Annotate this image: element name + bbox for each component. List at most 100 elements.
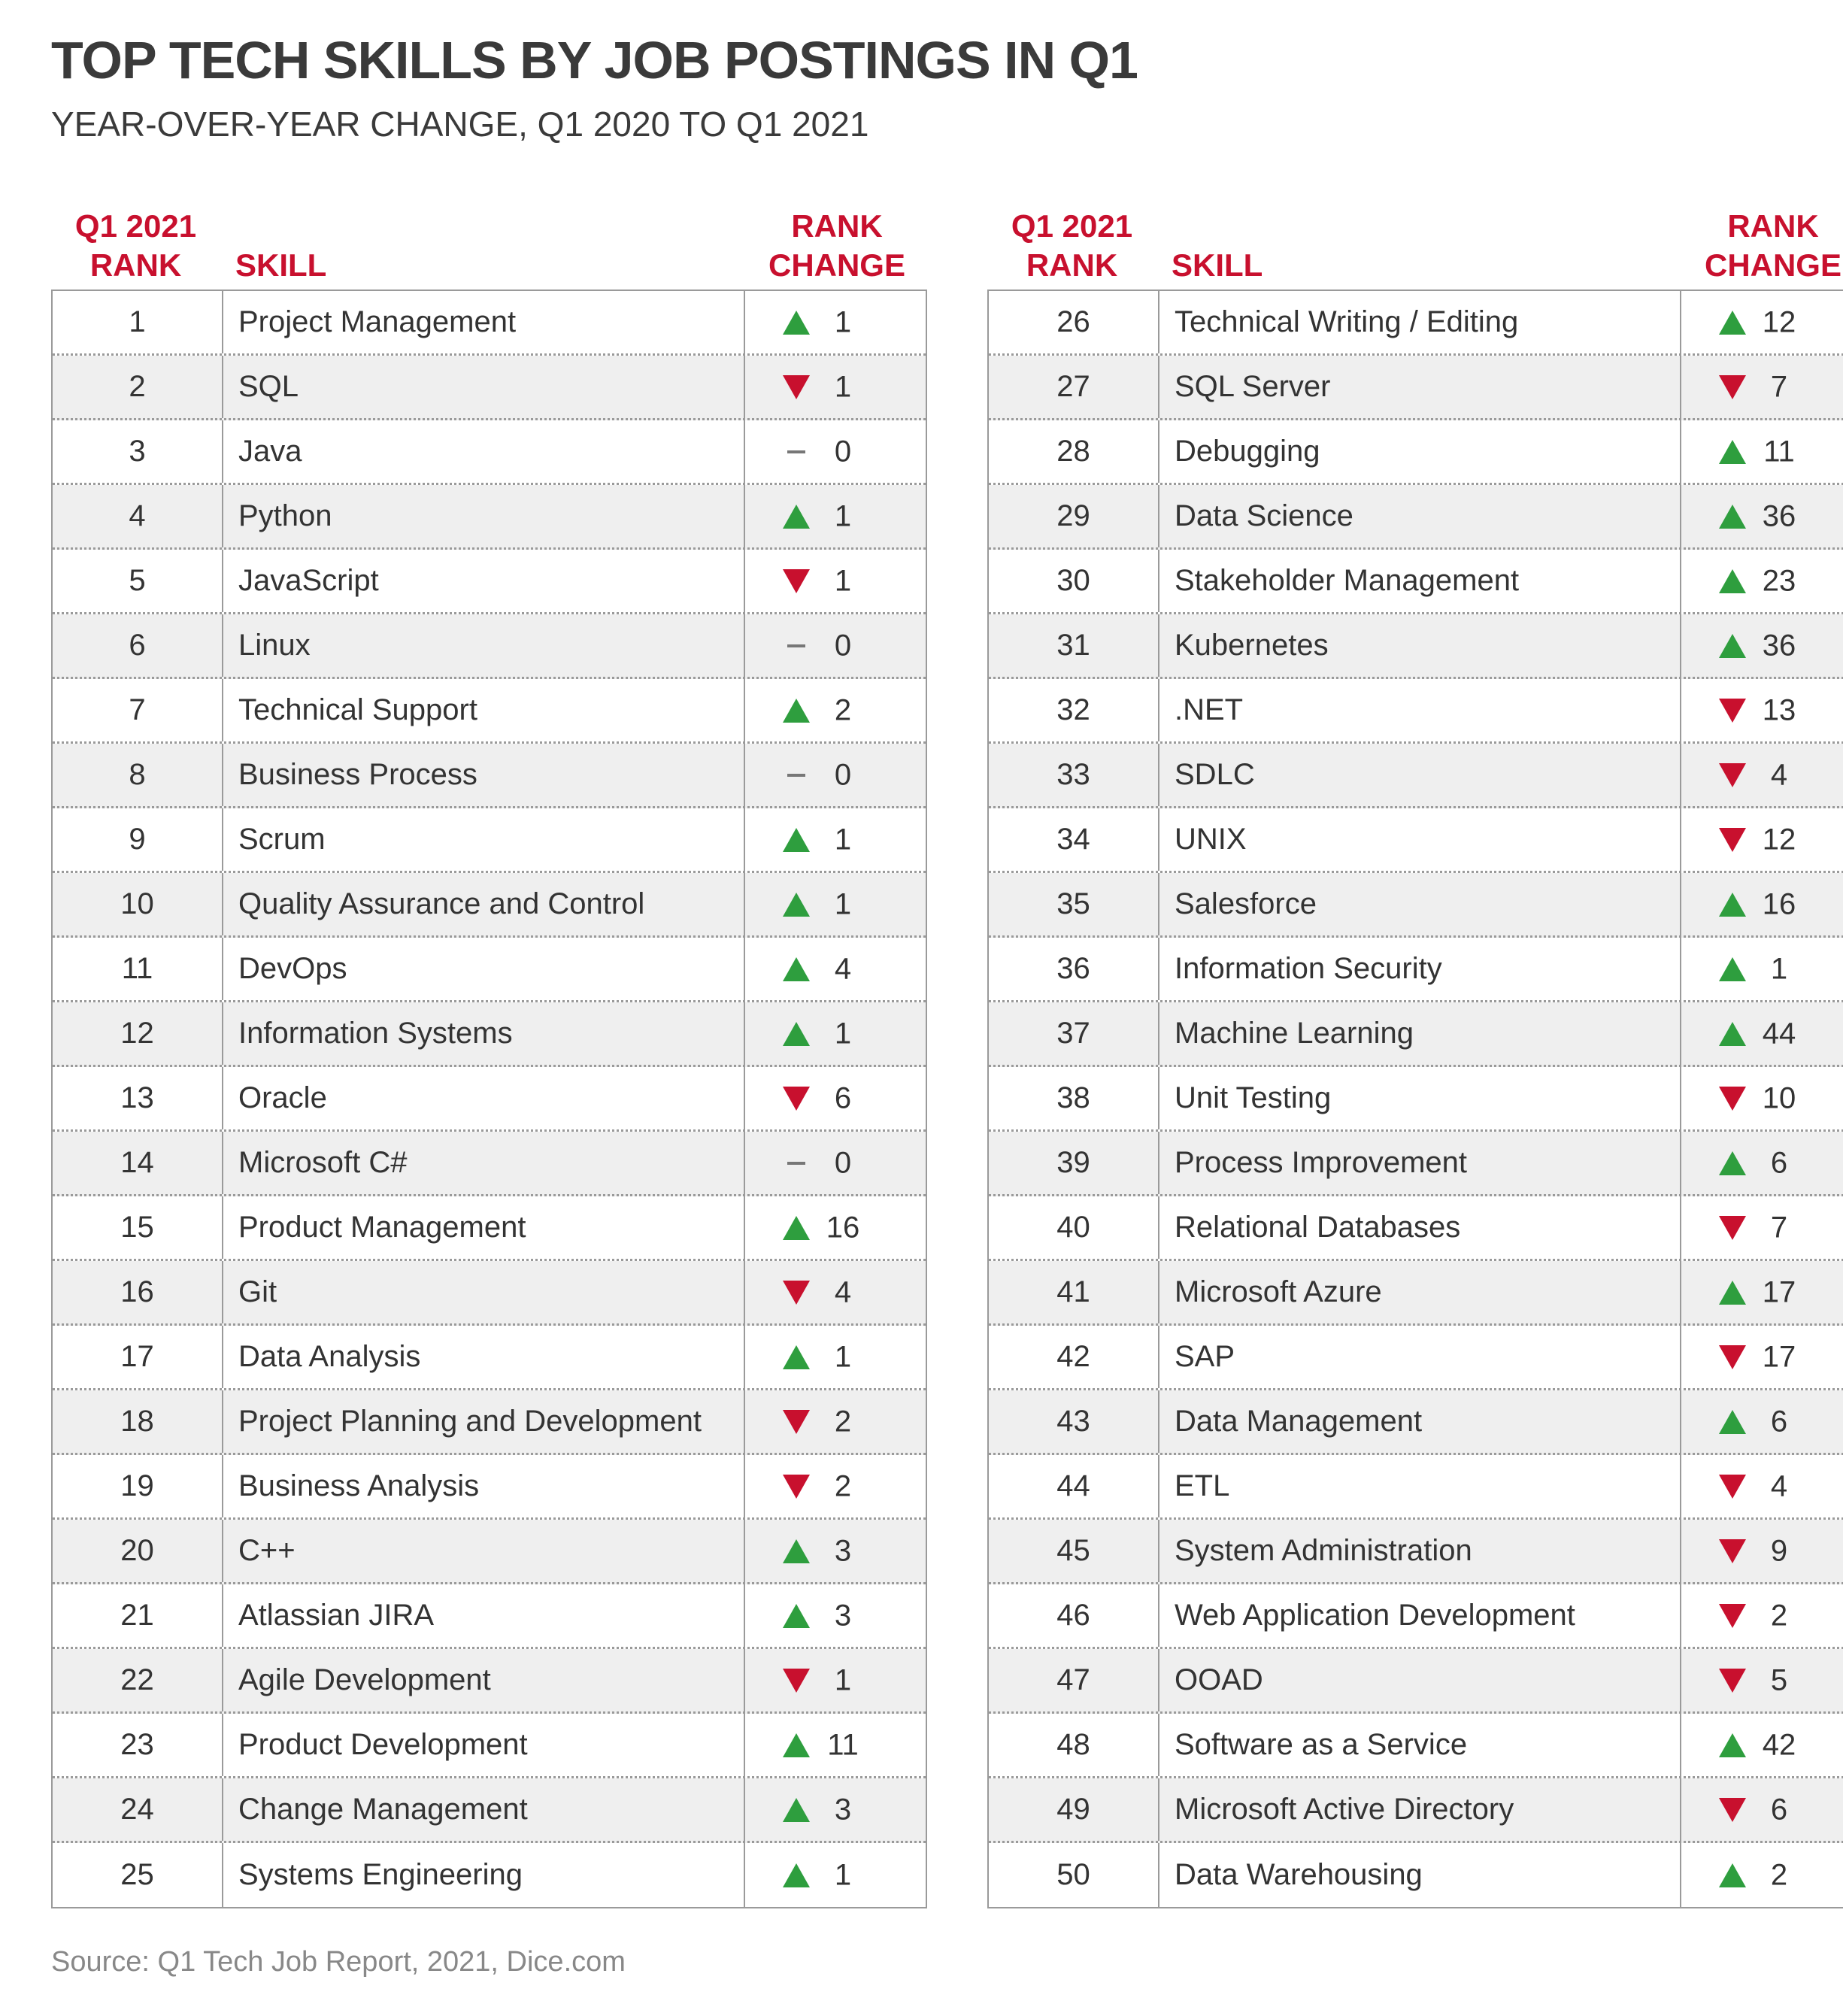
table-row: 31 Kubernetes 36 [989, 614, 1843, 679]
table-row: 16 Git 4 [53, 1261, 926, 1326]
skill-cell: Debugging [1159, 420, 1681, 483]
rank-cell: 20 [53, 1520, 223, 1582]
rank-cell: 42 [989, 1326, 1159, 1388]
rank-change-cell: 2 [745, 1455, 926, 1517]
rank-cell: 36 [989, 938, 1159, 1000]
change-indicator-shape [1719, 1409, 1746, 1434]
change-header-line1: RANK [791, 208, 883, 244]
change-indicator-shape [783, 374, 810, 399]
no-change-dash-icon [781, 1150, 811, 1176]
change-column-header: RANK CHANGE [747, 207, 927, 285]
change-indicator-shape [1719, 439, 1746, 464]
rank-cell: 38 [989, 1067, 1159, 1129]
rank-cell: 40 [989, 1196, 1159, 1259]
rank-change-value: 6 [1770, 1405, 1788, 1438]
down-arrow-icon [1717, 1345, 1748, 1370]
skill-cell: C++ [223, 1520, 745, 1582]
down-arrow-icon [781, 1668, 811, 1693]
rank-change-value: 12 [1762, 305, 1796, 338]
table-row: 37 Machine Learning 44 [989, 1002, 1843, 1067]
rank-change-value: 3 [834, 1793, 852, 1826]
change-indicator-shape [1719, 762, 1746, 787]
rank-change-value: 4 [834, 1275, 852, 1308]
up-arrow-icon [1717, 310, 1748, 335]
change-indicator-shape [783, 1539, 810, 1563]
rank-cell: 9 [53, 808, 223, 871]
rank-cell: 47 [989, 1649, 1159, 1711]
rank-change-value: 10 [1762, 1081, 1796, 1114]
up-arrow-icon [781, 698, 811, 723]
rank-change-value: 2 [1770, 1599, 1788, 1632]
table-row: 12 Information Systems 1 [53, 1002, 926, 1067]
rank-change-cell: 36 [1681, 614, 1843, 677]
up-arrow-icon [781, 1603, 811, 1629]
table-row: 30 Stakeholder Management 23 [989, 550, 1843, 614]
change-indicator-shape [1719, 633, 1746, 658]
skill-cell: Business Analysis [223, 1455, 745, 1517]
rank-column-header: Q1 2021 RANK [987, 207, 1156, 285]
change-indicator-shape [1719, 1474, 1746, 1499]
change-indicator-shape [1719, 1668, 1746, 1693]
table-panel-left: Q1 2021 RANK SKILL RANK CHANGE 1 Project … [51, 203, 927, 1908]
up-arrow-icon [1717, 1409, 1748, 1435]
rank-cell: 33 [989, 744, 1159, 806]
rank-cell: 41 [989, 1261, 1159, 1323]
down-arrow-icon [781, 1086, 811, 1111]
chart-subtitle: YEAR-OVER-YEAR CHANGE, Q1 2020 TO Q1 202… [51, 105, 869, 144]
rank-column-header: Q1 2021 RANK [51, 207, 220, 285]
table-row: 21 Atlassian JIRA 3 [53, 1584, 926, 1649]
change-indicator-shape [783, 310, 810, 335]
table-row: 46 Web Application Development 2 [989, 1584, 1843, 1649]
rank-change-cell: 44 [1681, 1002, 1843, 1065]
rank-cell: 6 [53, 614, 223, 677]
down-arrow-icon [1717, 698, 1748, 723]
rank-cell: 45 [989, 1520, 1159, 1582]
skill-cell: UNIX [1159, 808, 1681, 871]
table-row: 5 JavaScript 1 [53, 550, 926, 614]
table-row: 42 SAP 17 [989, 1326, 1843, 1390]
down-arrow-icon [1717, 374, 1748, 400]
rank-change-cell: 16 [1681, 873, 1843, 935]
table-row: 41 Microsoft Azure 17 [989, 1261, 1843, 1326]
change-indicator-shape [783, 1863, 810, 1887]
up-arrow-icon [1717, 1733, 1748, 1758]
skill-cell: Microsoft Azure [1159, 1261, 1681, 1323]
table-row: 4 Python 1 [53, 485, 926, 550]
rank-change-cell: 12 [1681, 808, 1843, 871]
table-row: 19 Business Analysis 2 [53, 1455, 926, 1520]
skill-cell: Data Analysis [223, 1326, 745, 1388]
rank-change-cell: 16 [745, 1196, 926, 1259]
down-arrow-icon [781, 1409, 811, 1435]
rank-change-value: 1 [834, 1017, 852, 1050]
rank-change-cell: 1 [745, 873, 926, 935]
change-indicator-shape [783, 1474, 810, 1499]
table-row: 45 System Administration 9 [989, 1520, 1843, 1584]
rank-change-cell: 4 [1681, 744, 1843, 806]
change-indicator-shape [783, 1021, 810, 1046]
change-indicator-shape [1719, 1021, 1746, 1046]
change-indicator-shape [783, 892, 810, 917]
rank-change-value: 3 [834, 1599, 852, 1632]
table-header: Q1 2021 RANK SKILL RANK CHANGE [51, 203, 927, 290]
skill-cell: Systems Engineering [223, 1843, 745, 1907]
rank-change-cell: 2 [1681, 1584, 1843, 1647]
skill-column-header: SKILL [1172, 247, 1263, 283]
rank-cell: 44 [989, 1455, 1159, 1517]
table-row: 23 Product Development 11 [53, 1714, 926, 1778]
change-header-line2: CHANGE [1704, 247, 1841, 283]
change-indicator-shape [1719, 1086, 1746, 1111]
up-arrow-icon [781, 1345, 811, 1370]
up-arrow-icon [1717, 439, 1748, 465]
rank-change-value: 1 [1770, 952, 1788, 985]
change-indicator-shape [787, 450, 805, 453]
rank-change-value: 2 [834, 693, 852, 726]
table-row: 48 Software as a Service 42 [989, 1714, 1843, 1778]
rank-cell: 28 [989, 420, 1159, 483]
up-arrow-icon [781, 310, 811, 335]
rank-cell: 17 [53, 1326, 223, 1388]
down-arrow-icon [1717, 762, 1748, 788]
skill-cell: Change Management [223, 1778, 745, 1841]
skills-table-left: 1 Project Management 1 2 SQL 1 3 Java 0 4 Python 1 5… [51, 290, 927, 1908]
change-indicator-shape [787, 644, 805, 647]
table-row: 17 Data Analysis 1 [53, 1326, 926, 1390]
